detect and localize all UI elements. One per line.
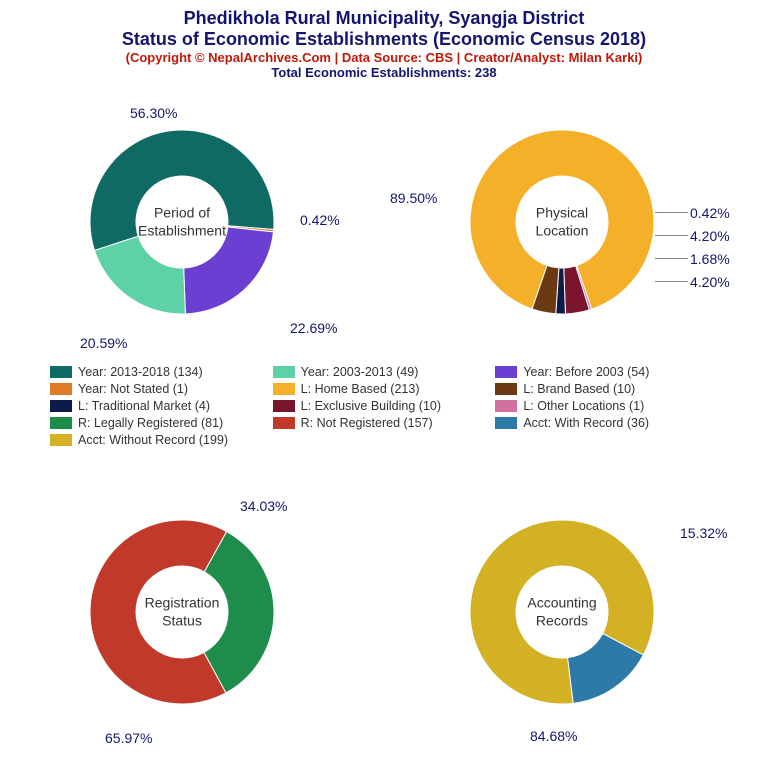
- legend-text: L: Brand Based (10): [523, 382, 635, 396]
- legend-swatch: [50, 383, 72, 395]
- donut-slice: [184, 227, 274, 314]
- chart-center-label: Period ofEstablishment: [138, 205, 226, 240]
- pct-label: 1.68%: [690, 251, 730, 267]
- total-line: Total Economic Establishments: 238: [0, 65, 768, 80]
- copyright-line: (Copyright © NepalArchives.Com | Data So…: [0, 50, 768, 65]
- legend-row: R: Legally Registered (81) R: Not Registe…: [50, 416, 718, 430]
- legend-item: Year: 2013-2018 (134): [50, 365, 273, 379]
- legend-text: L: Home Based (213): [301, 382, 420, 396]
- legend-swatch: [273, 366, 295, 378]
- chart-period-of-establishment: Period ofEstablishment: [90, 130, 274, 314]
- legend-swatch: [495, 400, 517, 412]
- legend-item: L: Home Based (213): [273, 382, 496, 396]
- legend-text: L: Traditional Market (4): [78, 399, 210, 413]
- legend-text: Year: 2003-2013 (49): [301, 365, 419, 379]
- legend-item: L: Other Locations (1): [495, 399, 718, 413]
- legend-text: L: Exclusive Building (10): [301, 399, 441, 413]
- legend-swatch: [50, 366, 72, 378]
- legend-item: Year: Not Stated (1): [50, 382, 273, 396]
- legend-swatch: [273, 417, 295, 429]
- legend-swatch: [273, 383, 295, 395]
- chart-physical-location: PhysicalLocation: [470, 130, 654, 314]
- pct-label: 15.32%: [680, 525, 727, 541]
- title-line-2: Status of Economic Establishments (Econo…: [0, 29, 768, 50]
- legend-item: Acct: Without Record (199): [50, 433, 273, 447]
- pct-label: 20.59%: [80, 335, 127, 351]
- legend-swatch: [50, 400, 72, 412]
- pct-label: 0.42%: [300, 212, 340, 228]
- legend-row: Year: Not Stated (1) L: Home Based (213) L…: [50, 382, 718, 396]
- header: Phedikhola Rural Municipality, Syangja D…: [0, 0, 768, 80]
- pct-label: 34.03%: [240, 498, 287, 514]
- pct-label: 0.42%: [690, 205, 730, 221]
- legend-swatch: [50, 434, 72, 446]
- donut-slice: [95, 236, 186, 314]
- pct-label: 84.68%: [530, 728, 577, 744]
- legend-item: R: Not Registered (157): [273, 416, 496, 430]
- legend-item: L: Brand Based (10): [495, 382, 718, 396]
- legend-text: R: Not Registered (157): [301, 416, 433, 430]
- legend-row: Year: 2013-2018 (134) Year: 2003-2013 (49…: [50, 365, 718, 379]
- legend-item: Year: 2003-2013 (49): [273, 365, 496, 379]
- legend-text: R: Legally Registered (81): [78, 416, 223, 430]
- chart-accounting-records: AccountingRecords: [470, 520, 654, 704]
- legend-item: Year: Before 2003 (54): [495, 365, 718, 379]
- legend-item: L: Traditional Market (4): [50, 399, 273, 413]
- pct-label: 4.20%: [690, 228, 730, 244]
- legend-text: Year: Not Stated (1): [78, 382, 188, 396]
- legend-text: Acct: Without Record (199): [78, 433, 228, 447]
- pct-label: 22.69%: [290, 320, 337, 336]
- chart-registration-status: RegistrationStatus: [90, 520, 274, 704]
- legend-row: Acct: Without Record (199): [50, 433, 718, 447]
- chart-center-label: PhysicalLocation: [536, 205, 589, 240]
- pct-label: 56.30%: [130, 105, 177, 121]
- legend-swatch: [273, 400, 295, 412]
- legend-text: Acct: With Record (36): [523, 416, 649, 430]
- legend-item: L: Exclusive Building (10): [273, 399, 496, 413]
- legend-row: L: Traditional Market (4) L: Exclusive Bu…: [50, 399, 718, 413]
- legend-swatch: [495, 417, 517, 429]
- pct-label: 4.20%: [690, 274, 730, 290]
- pct-label: 65.97%: [105, 730, 152, 746]
- chart-center-label: RegistrationStatus: [145, 595, 220, 630]
- legend-swatch: [50, 417, 72, 429]
- legend-text: L: Other Locations (1): [523, 399, 644, 413]
- legend-swatch: [495, 366, 517, 378]
- pct-label: 89.50%: [390, 190, 437, 206]
- title-line-1: Phedikhola Rural Municipality, Syangja D…: [0, 8, 768, 29]
- legend-text: Year: 2013-2018 (134): [78, 365, 203, 379]
- legend-swatch: [495, 383, 517, 395]
- chart-center-label: AccountingRecords: [527, 595, 596, 630]
- legend-item: R: Legally Registered (81): [50, 416, 273, 430]
- legend-item: Acct: With Record (36): [495, 416, 718, 430]
- legend: Year: 2013-2018 (134) Year: 2003-2013 (49…: [50, 365, 718, 450]
- legend-text: Year: Before 2003 (54): [523, 365, 649, 379]
